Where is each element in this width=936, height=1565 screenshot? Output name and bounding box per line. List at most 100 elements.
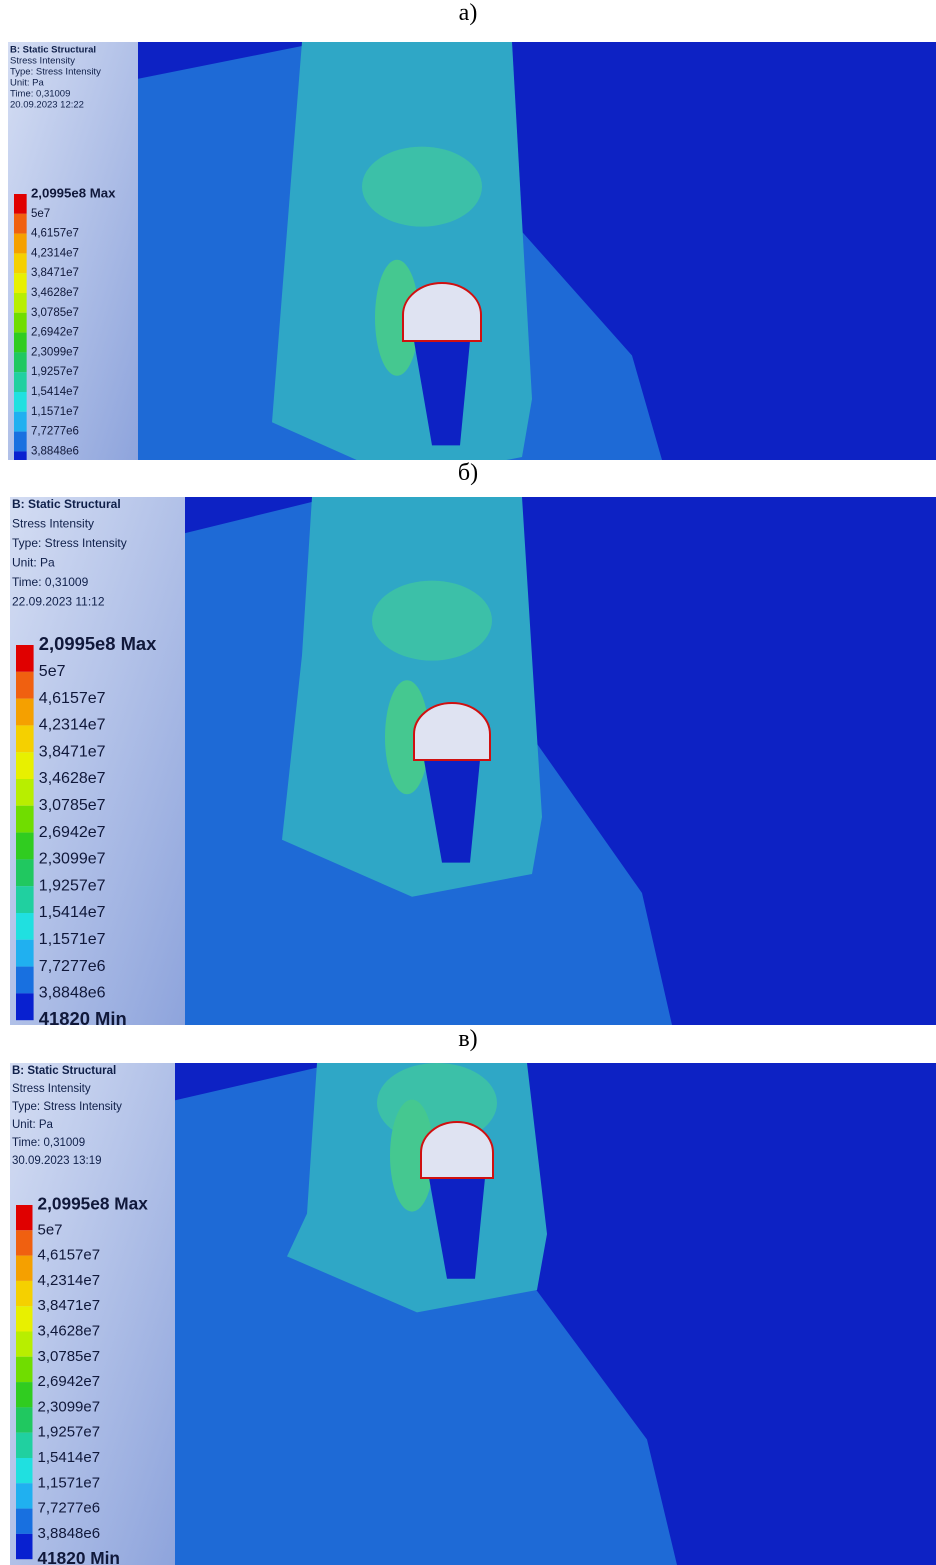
legend-swatch [16,1205,33,1230]
legend-swatch [14,194,27,214]
legend-label: 1,1571e7 [31,406,79,418]
legend-label: 3,0785e7 [31,307,79,319]
legend-label: 3,8471e7 [39,743,106,760]
legend-label: 4,2314e7 [39,717,106,734]
result-plot: B: Static Structural Stress Intensity Type… [10,1063,936,1565]
header-line: Type: Stress Intensity [12,536,127,550]
header-title: B: Static Structural [12,1065,116,1077]
legend-label: 2,0995e8 Max [31,186,116,201]
legend-label: 1,9257e7 [39,877,106,894]
legend-label: 4,2314e7 [38,1272,101,1289]
field-zone [272,42,532,460]
legend-label: 4,6157e7 [31,228,79,240]
legend-label: 7,7277e6 [31,426,79,438]
legend-swatch [16,886,34,913]
header-line: Unit: Pa [10,78,45,89]
legend-label: 1,9257e7 [31,366,79,378]
legend-label: 2,3099e7 [39,851,106,868]
legend-swatch [14,392,27,412]
header-line: Stress Intensity [12,1083,91,1095]
legend-swatch [16,1534,33,1559]
legend-swatch [16,806,34,833]
legend-swatch [16,859,34,886]
header-line: Type: Stress Intensity [10,67,101,78]
tunnel-opening [421,1122,493,1178]
legend-swatch [14,214,27,234]
legend-label: 7,7277e6 [39,958,106,975]
legend-swatch [16,833,34,860]
legend-label: 3,4628e7 [39,770,106,787]
header-line: 22.09.2023 11:12 [12,595,105,609]
legend-swatch [16,967,34,994]
header-line: 20.09.2023 12:22 [10,100,84,111]
legend-label: 5e7 [38,1221,63,1238]
legend-label: 3,8471e7 [38,1297,101,1314]
header-title: B: Static Structural [12,497,121,511]
legend-label: 3,8848e6 [31,445,79,457]
legend-swatch [16,725,34,752]
panel-caption: а) [0,0,936,27]
legend-swatch [14,451,27,460]
legend-label: 3,8848e6 [38,1525,101,1542]
legend-label: 4,2314e7 [31,247,79,259]
figure: а) B: Static Structural Stress Intensity Ty… [0,0,936,1565]
legend-label: 3,0785e7 [39,797,106,814]
header-line: Stress Intensity [12,517,94,531]
legend-swatch [14,293,27,313]
header-line: Type: Stress Intensity [12,1101,122,1113]
header-title: B: Static Structural [10,45,96,56]
legend-label: 7,7277e6 [38,1500,101,1517]
legend-label: 1,5414e7 [38,1449,101,1466]
legend-label: 2,3099e7 [38,1398,101,1415]
legend-swatch [16,1509,33,1534]
legend-label: 2,6942e7 [39,824,106,841]
legend-label: 1,5414e7 [39,904,106,921]
header-line: Time: 0,31009 [12,1137,85,1149]
header-line: Unit: Pa [12,1119,54,1131]
legend-swatch [16,1281,33,1306]
header-line: Time: 0,31009 [10,89,70,100]
legend-swatch [14,253,27,273]
legend-swatch [16,1357,33,1382]
legend-label: 2,6942e7 [38,1373,101,1390]
legend-label: 1,1571e7 [39,931,106,948]
legend-swatch [16,1458,33,1483]
legend-swatch [14,313,27,333]
legend-swatch [16,940,34,967]
legend-label: 2,0995e8 Max [38,1194,149,1214]
legend-label: 1,9257e7 [38,1424,101,1441]
header-line: 30.09.2023 13:19 [12,1155,102,1167]
legend-label: 41820 Min [39,1008,127,1025]
legend-label: 2,6942e7 [31,327,79,339]
legend-swatch [16,752,34,779]
legend-label: 1,1571e7 [38,1474,101,1491]
legend-swatch [16,1433,33,1458]
legend-swatch [16,1230,33,1255]
legend-label: 3,4628e7 [38,1322,101,1339]
legend-swatch [16,993,34,1020]
result-plot: B: Static Structural Stress Intensity Type… [10,497,936,1025]
legend-label: 2,0995e8 Max [39,633,157,654]
legend-label: 3,8848e6 [39,985,106,1002]
tunnel-opening [403,283,481,341]
legend-swatch [14,273,27,293]
legend-swatch [16,699,34,726]
legend-swatch [16,1407,33,1432]
legend-swatch [16,779,34,806]
panel-caption: б) [0,460,936,487]
legend-swatch [16,645,34,672]
legend-swatch [16,1483,33,1508]
legend-swatch [14,352,27,372]
panel-caption: в) [0,1026,936,1053]
legend-swatch [14,333,27,353]
legend-swatch [14,432,27,452]
legend-label: 3,4628e7 [31,287,79,299]
legend-swatch [14,234,27,254]
legend-label: 41820 Min [38,1548,120,1565]
legend-swatch [16,1332,33,1357]
legend-label: 5e7 [31,208,50,220]
field-zone [362,147,482,227]
legend-swatch [16,1256,33,1281]
legend-swatch [16,1306,33,1331]
